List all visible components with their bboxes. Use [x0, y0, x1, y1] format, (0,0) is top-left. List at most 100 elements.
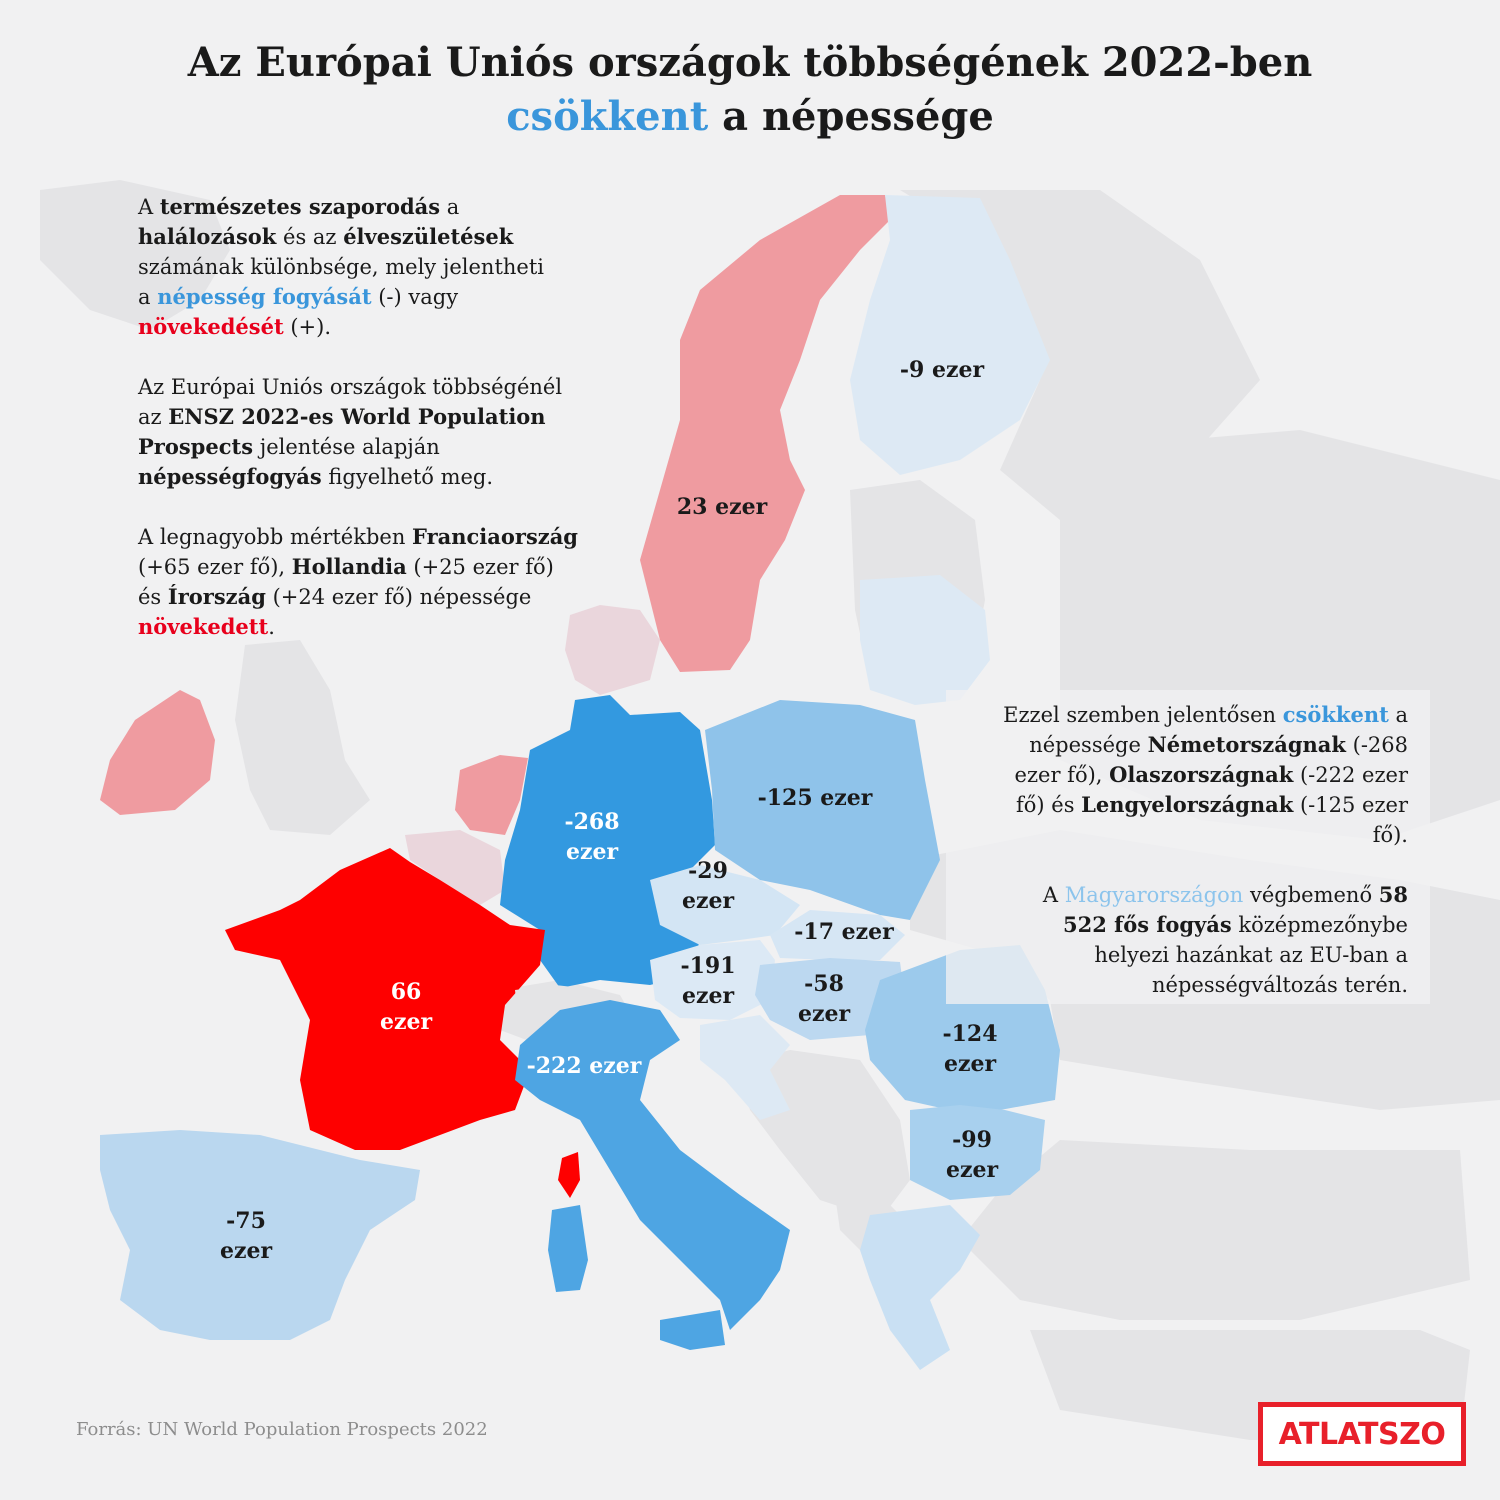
- country-austria: [650, 940, 775, 1020]
- country-italy: [515, 1000, 790, 1330]
- intro-paragraph-1: A természetes szaporodás a halálozások é…: [138, 192, 658, 342]
- highlight-increase: növekedését: [138, 314, 284, 339]
- text: fő).: [1372, 823, 1408, 847]
- text: (+65 ezer fő),: [138, 555, 292, 579]
- right-paragraph-1: Ezzel szemben jelentősen csökkent a népe…: [946, 700, 1408, 850]
- country-bulgaria: [910, 1105, 1045, 1200]
- country-corsica: [558, 1152, 580, 1198]
- text: (-222 ezer: [1293, 763, 1408, 787]
- label-romania-value: -124: [942, 1021, 998, 1047]
- label-hungary: -58 ezer: [782, 969, 866, 1029]
- label-bulgaria-unit: ezer: [945, 1157, 999, 1183]
- text: (+).: [283, 315, 332, 339]
- text: az: [138, 405, 169, 429]
- text: A: [138, 195, 160, 219]
- text: Az Európai Uniós országok többségénél: [138, 375, 563, 399]
- label-austria: -191 ezer: [666, 951, 750, 1011]
- page-title: Az Európai Uniós országok többségének 20…: [0, 36, 1500, 144]
- bold-term: 58: [1378, 882, 1408, 907]
- label-bulgaria-value: -99: [952, 1127, 992, 1153]
- intro-text: A természetes szaporodás a halálozások é…: [138, 192, 658, 672]
- bold-term: Írország: [167, 584, 266, 609]
- intro-paragraph-3: A legnagyobb mértékben Franciaország (+6…: [138, 522, 658, 642]
- label-italy: -222 ezer: [526, 1053, 642, 1079]
- label-spain-value: -75: [226, 1208, 266, 1234]
- country-croatia: [700, 1015, 790, 1120]
- country-spain: [100, 1130, 420, 1340]
- right-paragraph-2: A Magyarországon végbemenő 58 522 fős fo…: [946, 880, 1408, 1000]
- text: fő) és: [1015, 793, 1082, 817]
- label-slovakia: -17 ezer: [794, 919, 894, 945]
- text: A: [1042, 883, 1065, 907]
- label-bulgaria: -99 ezer: [930, 1125, 1014, 1185]
- bold-term: halálozások: [138, 224, 277, 249]
- atlatszo-logo[interactable]: ATLATSZO: [1258, 1402, 1466, 1466]
- title-line-1: Az Európai Uniós országok többségének 20…: [187, 39, 1313, 86]
- country-sweden: [640, 195, 890, 672]
- text: jelentése alapján: [253, 435, 440, 459]
- bold-term: Hollandia: [291, 554, 407, 579]
- bold-term: Franciaország: [412, 524, 578, 549]
- right-text-backdrop: [946, 690, 1430, 1004]
- label-germany-unit: ezer: [565, 839, 619, 865]
- right-text: Ezzel szemben jelentősen csökkent a népe…: [946, 700, 1408, 1030]
- text: a: [138, 285, 158, 309]
- bold-term: természetes szaporodás: [159, 194, 441, 219]
- text: népességváltozás terén.: [1152, 973, 1408, 997]
- label-czechia-value: -29: [688, 858, 728, 884]
- logo-text: ATLATSZO: [1278, 1416, 1446, 1452]
- country-slovakia: [770, 910, 905, 960]
- bold-term: 522 fős fogyás: [1063, 912, 1232, 937]
- label-poland: -125 ezer: [757, 785, 873, 811]
- label-romania-unit: ezer: [943, 1051, 997, 1077]
- text: figyelhető meg.: [321, 465, 494, 489]
- label-finland: -9 ezer: [899, 357, 985, 383]
- country-czechia: [650, 865, 800, 945]
- country-ireland: [100, 690, 215, 815]
- bold-term: élveszületések: [343, 224, 514, 249]
- bold-term: Lengyelországnak: [1081, 792, 1294, 817]
- country-sardinia: [548, 1205, 588, 1292]
- text: számának különbsége, mely jelentheti: [138, 255, 544, 279]
- text: és az: [276, 225, 344, 249]
- text: (-125 ezer: [1293, 793, 1408, 817]
- country-denmark: [565, 605, 660, 695]
- label-france-unit: ezer: [379, 1009, 433, 1035]
- country-france: [225, 848, 545, 1150]
- text: (-) vagy: [371, 285, 459, 309]
- label-austria-unit: ezer: [681, 983, 735, 1009]
- country-belgium: [405, 830, 505, 905]
- label-czechia-unit: ezer: [681, 888, 735, 914]
- highlight-decrease: népesség fogyását: [157, 284, 372, 309]
- text: (-268: [1345, 733, 1408, 757]
- highlight-decrease: csökkent: [1282, 702, 1389, 727]
- text: Ezzel szemben jelentősen: [1003, 703, 1283, 727]
- country-finland: [850, 195, 1050, 475]
- title-accent: csökkent: [506, 93, 709, 140]
- label-romania: -124 ezer: [924, 1019, 1016, 1079]
- label-germany-value: -268: [564, 809, 620, 835]
- label-spain-unit: ezer: [219, 1238, 273, 1264]
- label-hungary-unit: ezer: [797, 1001, 851, 1027]
- label-spain: -75 ezer: [204, 1206, 288, 1266]
- text: helyezi hazánkat az EU-ban a: [1094, 943, 1408, 967]
- text: népessége: [1029, 733, 1148, 757]
- country-hungary: [755, 958, 905, 1040]
- highlight-increase: növekedett: [138, 614, 269, 639]
- text: ezer fő),: [1014, 763, 1110, 787]
- country-poland: [705, 700, 940, 920]
- intro-paragraph-2: Az Európai Uniós országok többségénél az…: [138, 372, 658, 492]
- country-netherlands: [455, 755, 528, 835]
- country-sicily: [660, 1310, 725, 1350]
- text: (+24 ezer fő) népessége: [265, 585, 532, 609]
- text: végbemenő: [1243, 883, 1379, 907]
- text: a: [440, 195, 460, 219]
- bold-term: Németországnak: [1147, 732, 1346, 757]
- text: A legnagyobb mértékben: [138, 525, 413, 549]
- source-note: Forrás: UN World Population Prospects 20…: [76, 1419, 488, 1440]
- bold-term: Prospects: [138, 434, 254, 459]
- text: a: [1388, 703, 1408, 727]
- label-germany: -268 ezer: [540, 807, 644, 867]
- bold-term: Olaszországnak: [1109, 762, 1294, 787]
- bold-term: népességfogyás: [138, 464, 322, 489]
